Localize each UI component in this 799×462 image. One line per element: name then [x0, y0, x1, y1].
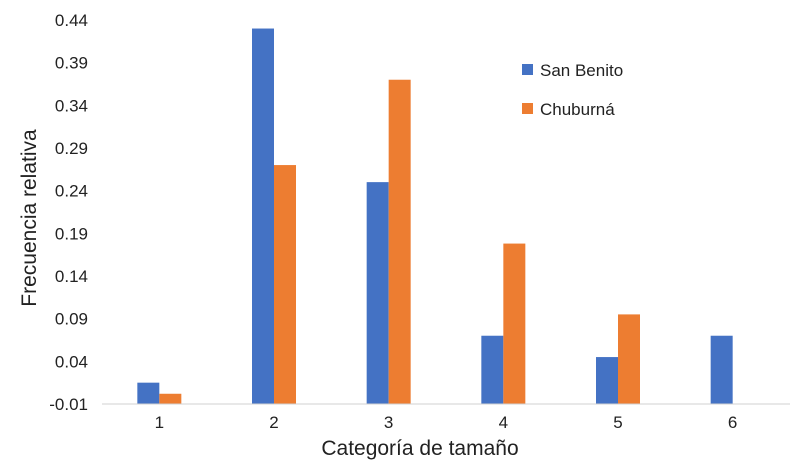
y-tick-label: 0.09: [55, 310, 88, 329]
bar-san-benito-4: [481, 335, 504, 404]
y-tick-label: 0.44: [55, 11, 88, 30]
legend-swatch-chuburna: [522, 103, 533, 114]
bar-san-benito-1: [137, 382, 160, 404]
legend-swatch-san-benito: [522, 64, 533, 75]
legend-label-chuburna: Chuburná: [540, 100, 615, 119]
bar-chuburna-1: [159, 393, 182, 404]
x-tick-label: 4: [499, 413, 508, 432]
legend-label-san-benito: San Benito: [540, 61, 623, 80]
x-tick-label: 5: [613, 413, 622, 432]
x-axis-tick-labels: 1 2 3 4 5 6: [155, 413, 738, 432]
bar-chuburna-3: [388, 79, 411, 404]
y-tick-label: 0.24: [55, 182, 88, 201]
y-tick-label: -0.01: [49, 395, 88, 414]
x-tick-label: 3: [384, 413, 393, 432]
y-tick-label: 0.39: [55, 54, 88, 73]
x-tick-label: 2: [269, 413, 278, 432]
y-tick-label: 0.14: [55, 267, 88, 286]
y-tick-label: 0.19: [55, 224, 88, 243]
bar-chuburna-5: [618, 314, 640, 404]
y-tick-label: 0.34: [55, 96, 88, 115]
bar-san-benito-5: [596, 357, 618, 404]
y-axis-title: Frecuencia relativa: [18, 129, 41, 307]
bars: [137, 28, 733, 405]
bar-chuburna-2: [274, 165, 296, 404]
bar-san-benito-2: [252, 28, 274, 405]
bar-chuburna-4: [503, 243, 526, 404]
legend: San Benito Chuburná: [522, 61, 623, 119]
x-axis-title: Categoría de tamaño: [321, 437, 518, 460]
y-tick-label: 0.04: [55, 352, 88, 371]
y-tick-label: 0.29: [55, 139, 88, 158]
y-axis-tick-labels: -0.01 0.04 0.09 0.14 0.19 0.24 0.29 0.34 0.39 0.4…: [49, 11, 88, 414]
bar-san-benito-6: [710, 335, 733, 404]
x-tick-label: 1: [155, 413, 164, 432]
bar-san-benito-3: [366, 182, 389, 404]
x-tick-label: 6: [728, 413, 737, 432]
